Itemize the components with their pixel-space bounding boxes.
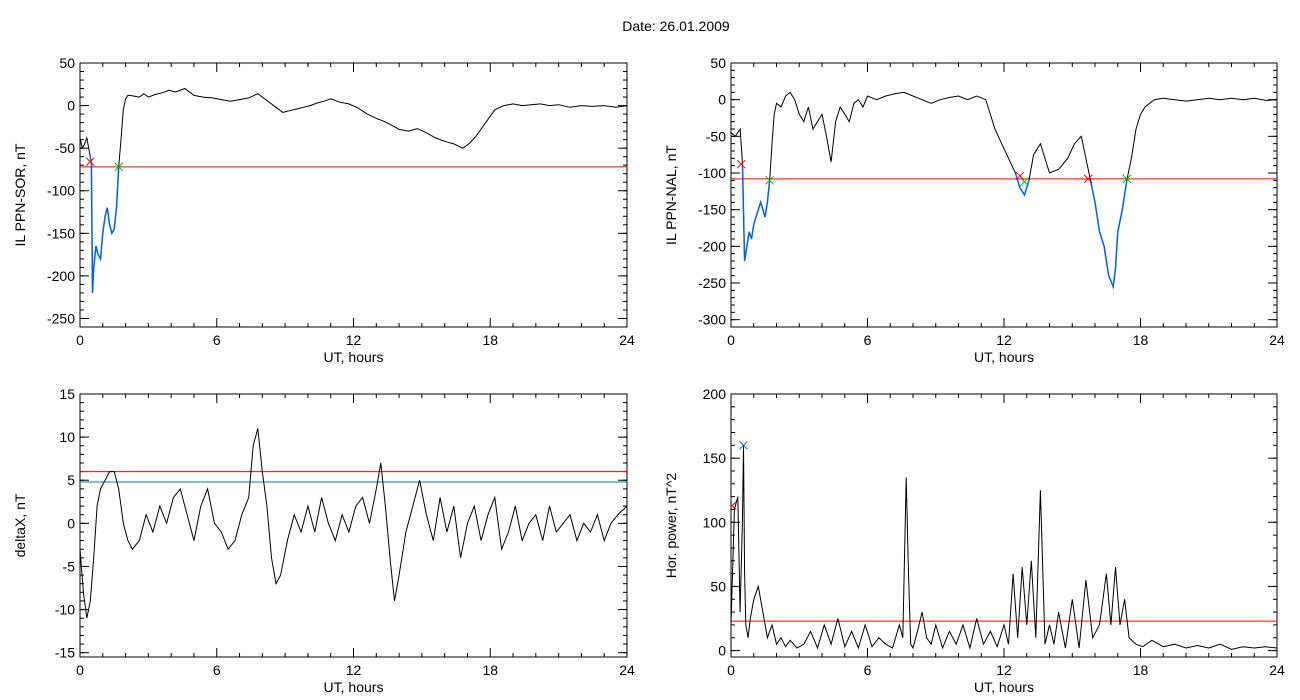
x-tick-label: 12 — [996, 662, 1012, 678]
y-tick-label: 50 — [710, 578, 726, 594]
y-axis-label: Hor. power, nT^2 — [663, 473, 679, 579]
plot-area — [731, 91, 1277, 290]
y-tick-label: 0 — [67, 515, 75, 531]
plot-frame — [730, 393, 1278, 658]
x-tick-label: 24 — [619, 332, 635, 348]
x-marker — [731, 501, 737, 510]
x-tick-label: 6 — [864, 662, 872, 678]
data-series-line — [731, 445, 1277, 650]
x-tick-label: 0 — [76, 662, 84, 678]
y-tick-label: 100 — [703, 514, 727, 530]
x-tick-label: 12 — [996, 332, 1012, 348]
x-tick-label: 12 — [346, 662, 362, 678]
x-marker — [1020, 177, 1029, 187]
plot-frame — [79, 62, 628, 328]
highlight-segment — [1089, 180, 1128, 290]
x-marker — [1015, 171, 1025, 181]
y-tick-label: -300 — [698, 312, 726, 328]
x-tick-label: 0 — [727, 332, 735, 348]
data-series-line — [731, 91, 1277, 289]
y-axis-label: IL PPN-SOR, nT — [12, 143, 28, 246]
y-tick-label: -100 — [47, 183, 75, 199]
panel-3: 0 6 12 18 24 -15 -10 -5 0 5 10 15 UT, hours deltaX, n… — [12, 386, 635, 695]
y-tick-label: -10 — [55, 602, 75, 618]
x-tick-label: 0 — [76, 332, 84, 348]
x-tick-label: 6 — [213, 662, 221, 678]
highlight-segment — [89, 156, 120, 293]
y-tick-label: -50 — [55, 140, 75, 156]
y-tick-label: -50 — [706, 128, 726, 144]
x-axis-label: UT, hours — [974, 349, 1034, 365]
x-tick-label: 18 — [1133, 662, 1149, 678]
y-axis-label: deltaX, nT — [12, 493, 28, 557]
y-axis-label: IL PPN-NAL, nT — [663, 145, 679, 245]
x-tick-label: 12 — [346, 332, 362, 348]
plot-area — [80, 87, 627, 293]
x-tick-label: 24 — [1269, 332, 1285, 348]
highlight-segment — [741, 161, 771, 262]
x-axis-label: UT, hours — [324, 679, 384, 695]
x-marker — [114, 162, 124, 172]
x-tick-label: 18 — [482, 332, 498, 348]
y-tick-label: -200 — [47, 268, 75, 284]
x-tick-label: 6 — [213, 332, 221, 348]
x-axis-label: UT, hours — [324, 349, 384, 365]
plot-frame — [730, 62, 1278, 328]
panel-1: 0 6 12 18 24 -250 -200 -150 -100 -50 0 50 UT, hours I… — [12, 55, 635, 365]
y-tick-label: -250 — [47, 310, 75, 326]
x-marker — [85, 157, 95, 167]
y-tick-label: -150 — [698, 202, 726, 218]
x-tick-label: 18 — [482, 662, 498, 678]
x-tick-label: 0 — [727, 662, 735, 678]
x-marker — [739, 440, 748, 450]
y-tick-label: -5 — [63, 558, 76, 574]
y-tick-label: 200 — [703, 386, 727, 402]
figure-title: Date: 26.01.2009 — [622, 18, 730, 34]
highlight-segment — [1014, 172, 1030, 197]
y-tick-label: 0 — [718, 643, 726, 659]
plot-area — [80, 428, 627, 619]
x-tick-label: 24 — [619, 662, 635, 678]
plot-frame — [79, 393, 628, 658]
plot-area — [731, 440, 1277, 650]
y-tick-label: -15 — [55, 645, 75, 661]
data-series-line — [80, 87, 627, 293]
y-tick-label: -100 — [698, 165, 726, 181]
panel-4: 0 6 12 18 24 0 50 100 150 200 UT, hours Hor. power,… — [663, 386, 1285, 695]
y-tick-label: 5 — [67, 472, 75, 488]
y-tick-label: -200 — [698, 238, 726, 254]
y-tick-label: 10 — [59, 429, 75, 445]
x-marker — [765, 175, 775, 185]
y-tick-label: -150 — [47, 225, 75, 241]
y-tick-label: 150 — [703, 450, 727, 466]
y-tick-label: 50 — [710, 55, 726, 71]
y-tick-label: 15 — [59, 386, 75, 402]
x-marker — [1122, 174, 1132, 184]
x-tick-label: 24 — [1269, 662, 1285, 678]
x-marker — [736, 159, 746, 169]
y-tick-label: -250 — [698, 275, 726, 291]
y-tick-label: 0 — [67, 98, 75, 114]
x-axis-label: UT, hours — [974, 679, 1034, 695]
x-marker — [1083, 174, 1093, 184]
y-tick-label: 0 — [718, 92, 726, 108]
panel-2: 0 6 12 18 24 -300 -250 -200 -150 -100 -50 0 50 UT, ho… — [663, 55, 1285, 365]
data-series-line — [80, 428, 627, 619]
x-tick-label: 6 — [864, 332, 872, 348]
x-tick-label: 18 — [1133, 332, 1149, 348]
y-tick-label: 50 — [59, 55, 75, 71]
